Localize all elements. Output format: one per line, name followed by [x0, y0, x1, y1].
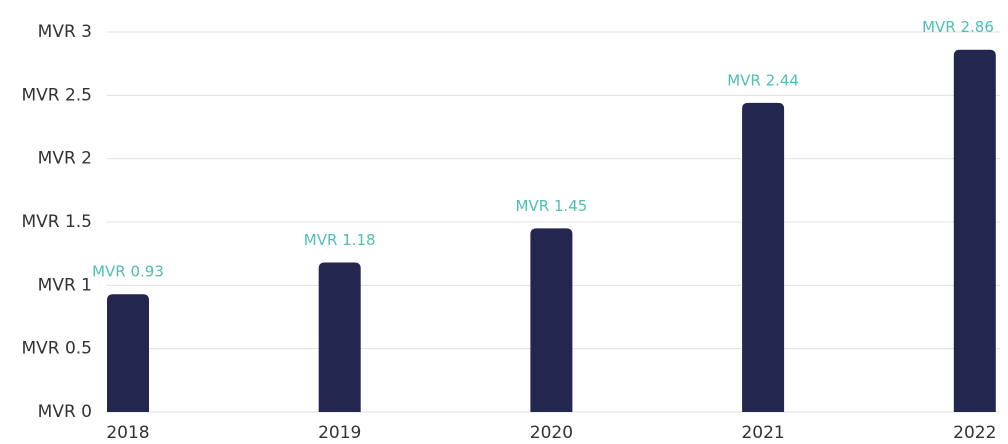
bar — [953, 49, 996, 412]
x-tick-label: 2018 — [106, 423, 149, 443]
value-label: MVR 1.18 — [304, 231, 376, 249]
y-tick-label: MVR 2.5 — [21, 85, 92, 105]
value-label: MVR 1.45 — [516, 197, 588, 215]
bar — [742, 102, 785, 412]
x-tick-label: 2019 — [318, 423, 361, 443]
y-tick-label: MVR 0 — [38, 402, 92, 422]
value-label: MVR 2.86 — [922, 18, 994, 36]
y-tick-label: MVR 1.5 — [21, 212, 92, 232]
y-tick-label: MVR 1 — [38, 275, 92, 295]
value-label: MVR 0.93 — [92, 263, 164, 281]
bar — [318, 262, 361, 412]
x-tick-label: 2020 — [530, 423, 573, 443]
bar — [107, 294, 149, 412]
y-tick-label: MVR 0.5 — [21, 339, 92, 359]
x-tick-label: 2022 — [953, 423, 996, 443]
x-tick-label: 2021 — [741, 423, 784, 443]
value-label: MVR 2.44 — [727, 71, 799, 89]
bar — [530, 228, 573, 412]
y-tick-label: MVR 2 — [38, 149, 92, 169]
y-tick-label: MVR 3 — [38, 22, 92, 42]
